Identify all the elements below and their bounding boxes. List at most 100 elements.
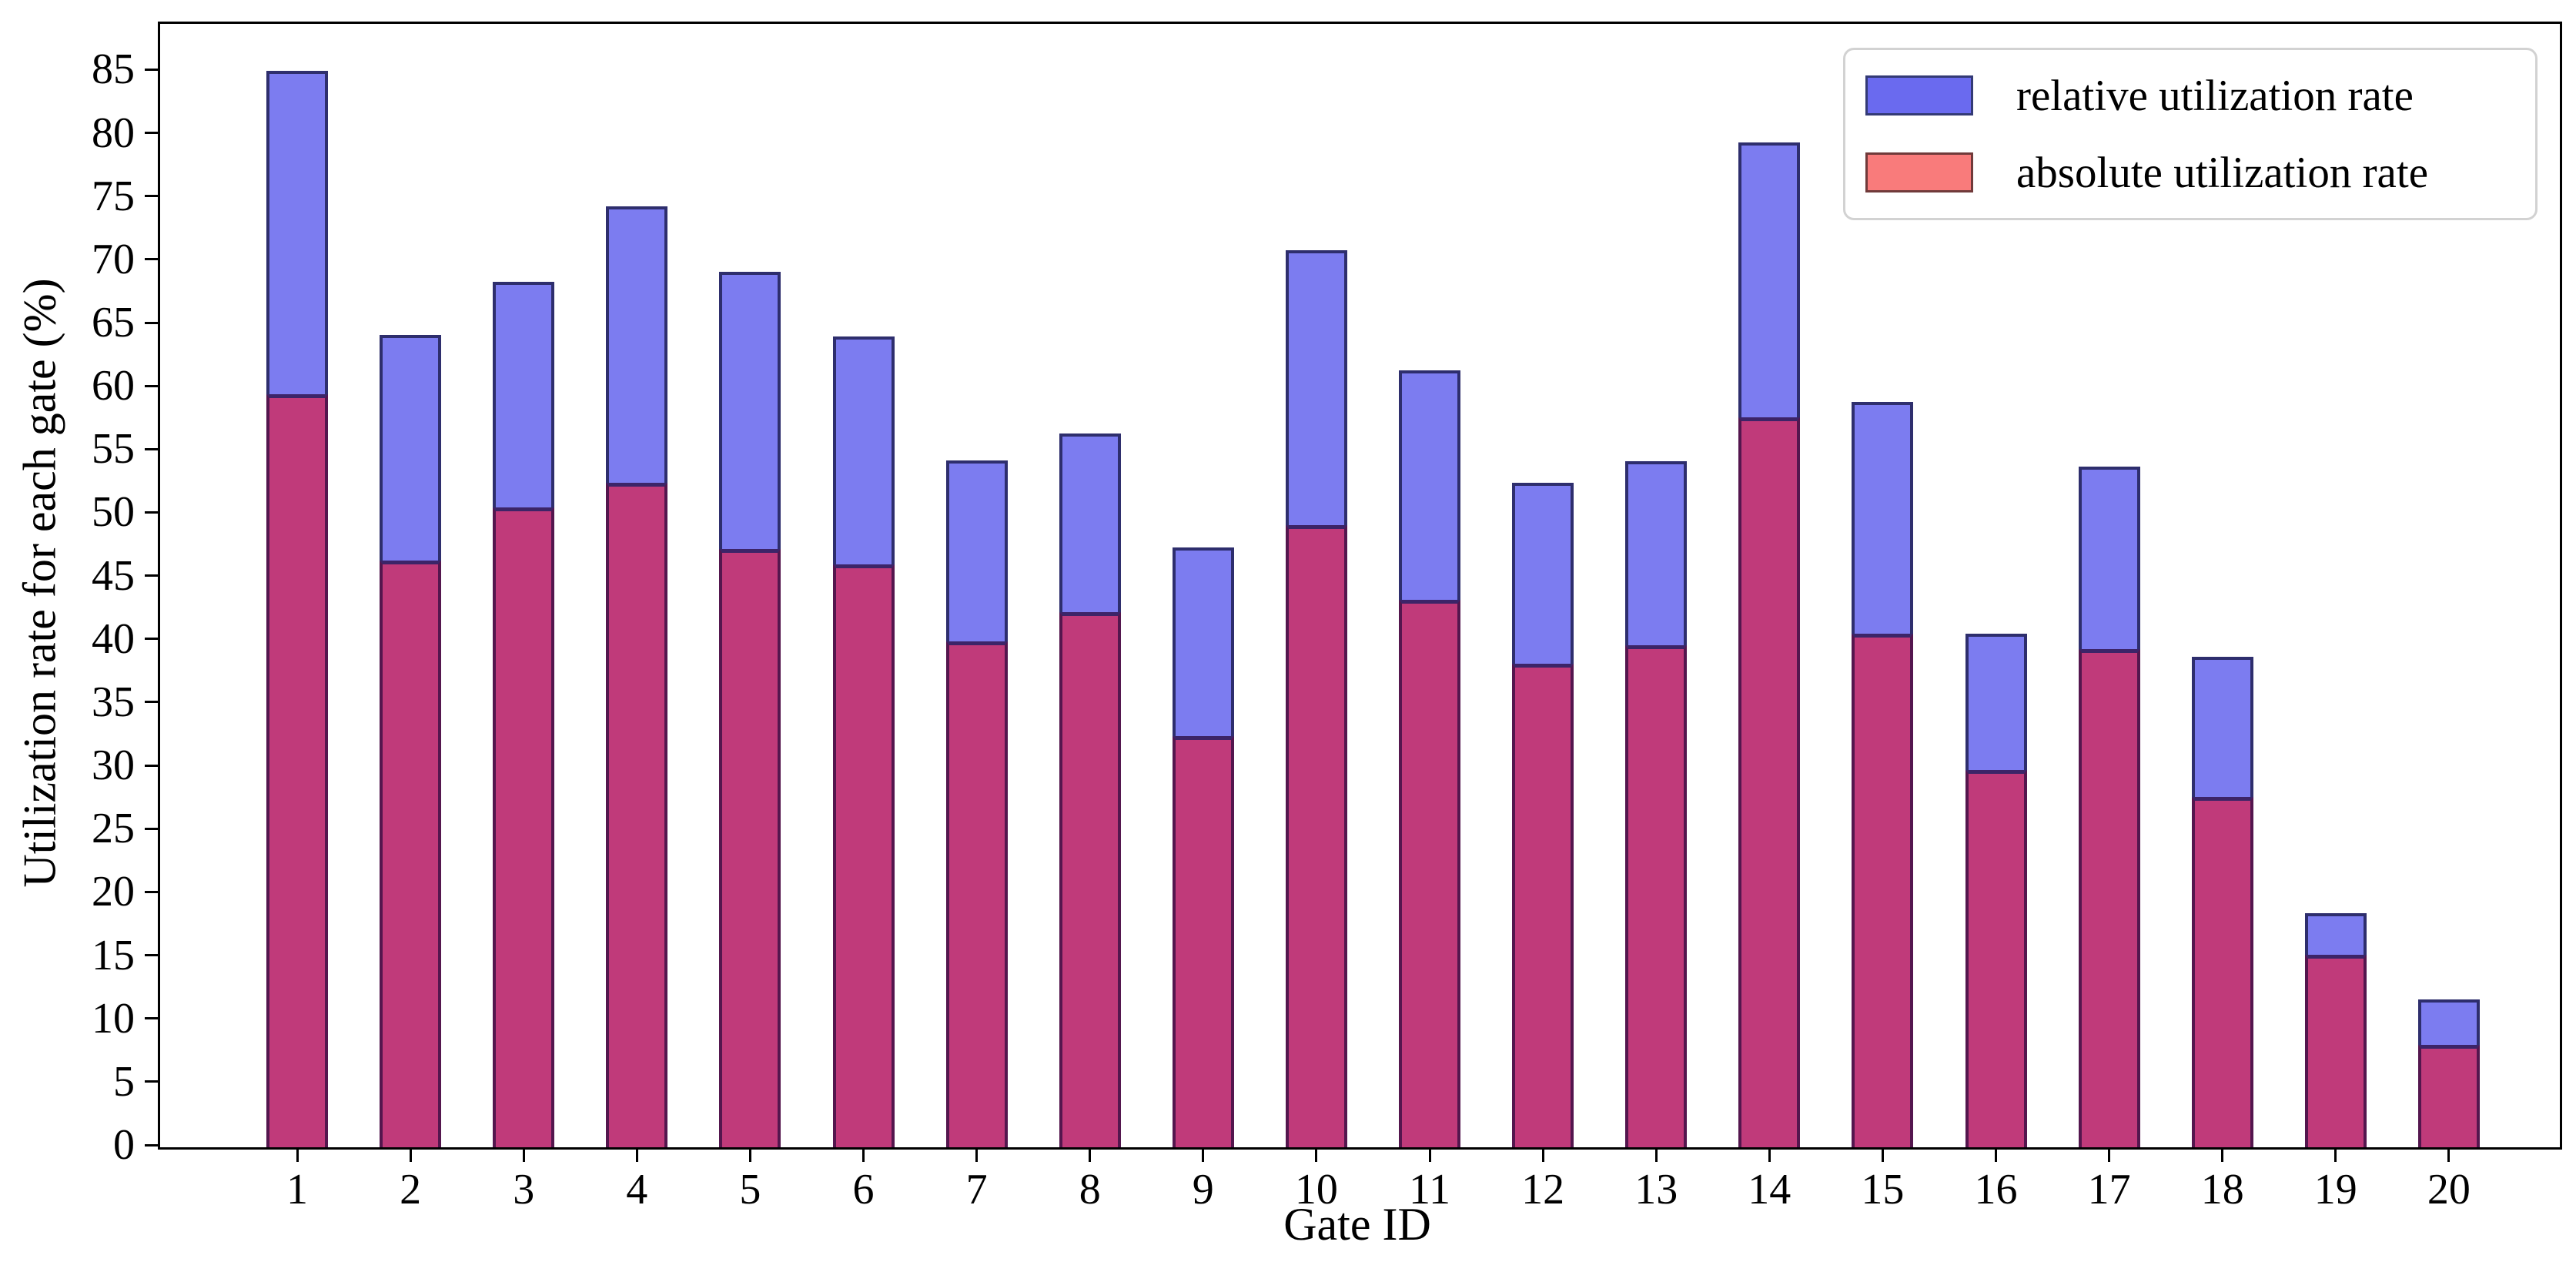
y-tick-label: 60 <box>92 362 135 410</box>
x-tick-label-gate-17: 17 <box>2087 1166 2131 1213</box>
y-tick-label: 5 <box>113 1057 135 1106</box>
y-tick-mark <box>145 954 158 957</box>
legend-row-absolute: absolute utilization rate <box>1845 134 2535 211</box>
bar-absolute-gate-4 <box>606 483 668 1147</box>
bar-absolute-gate-3 <box>493 507 555 1147</box>
x-tick-mark <box>748 1150 751 1162</box>
y-tick-mark <box>145 384 158 387</box>
bar-absolute-gate-19 <box>2304 955 2367 1147</box>
y-tick-label: 75 <box>92 172 135 220</box>
y-tick-label: 20 <box>92 868 135 916</box>
x-tick-mark <box>1995 1150 1997 1162</box>
y-tick-label: 25 <box>92 805 135 853</box>
bar-absolute-gate-17 <box>2078 648 2140 1147</box>
bar-group-gate-10 <box>1285 24 1347 1147</box>
bar-absolute-gate-14 <box>1738 417 1801 1147</box>
x-tick-label-gate-15: 15 <box>1861 1166 1905 1213</box>
x-tick-label-gate-3: 3 <box>513 1166 535 1213</box>
bar-group-gate-12 <box>1512 24 1574 1147</box>
bar-group-gate-14 <box>1738 24 1801 1147</box>
x-tick-label-gate-2: 2 <box>400 1166 422 1213</box>
x-tick-label-gate-20: 20 <box>2427 1166 2471 1213</box>
x-tick-label-gate-8: 8 <box>1079 1166 1101 1213</box>
legend-label-relative: relative utilization rate <box>2016 71 2414 120</box>
x-tick-mark <box>1541 1150 1544 1162</box>
y-tick-label: 15 <box>92 931 135 979</box>
bar-absolute-gate-16 <box>1965 770 2027 1147</box>
legend-swatch-absolute-icon <box>1865 152 1973 192</box>
x-tick-label-gate-5: 5 <box>739 1166 761 1213</box>
bar-absolute-gate-9 <box>1172 736 1234 1147</box>
y-tick-mark <box>145 827 158 830</box>
bar-group-gate-19 <box>2304 24 2367 1147</box>
y-tick-mark <box>145 68 158 71</box>
y-tick-mark <box>145 764 158 767</box>
x-tick-label-gate-16: 16 <box>1974 1166 2018 1213</box>
x-tick-mark <box>975 1150 979 1162</box>
y-tick-label: 0 <box>113 1121 135 1169</box>
bar-group-gate-13 <box>1625 24 1688 1147</box>
bar-absolute-gate-8 <box>1059 612 1121 1147</box>
bar-absolute-gate-11 <box>1399 599 1460 1147</box>
x-tick-label-gate-18: 18 <box>2200 1166 2244 1213</box>
bar-absolute-gate-20 <box>2417 1044 2480 1147</box>
y-tick-label: 70 <box>92 235 135 283</box>
bar-absolute-gate-1 <box>266 394 328 1147</box>
bar-absolute-gate-2 <box>380 560 442 1147</box>
bar-group-gate-15 <box>1852 24 1914 1147</box>
y-tick-mark <box>145 195 158 198</box>
x-tick-mark <box>1089 1150 1092 1162</box>
x-tick-label-gate-4: 4 <box>626 1166 648 1213</box>
x-tick-label-gate-12: 12 <box>1521 1166 1565 1213</box>
x-tick-mark <box>2334 1150 2337 1162</box>
bar-absolute-gate-6 <box>832 564 895 1147</box>
x-tick-label-gate-7: 7 <box>965 1166 988 1213</box>
bar-group-gate-20 <box>2417 24 2480 1147</box>
x-tick-mark <box>296 1150 299 1162</box>
bar-absolute-gate-13 <box>1625 644 1688 1147</box>
legend-row-relative: relative utilization rate <box>1845 57 2535 134</box>
x-tick-label-gate-10: 10 <box>1294 1166 1338 1213</box>
bar-group-gate-7 <box>945 24 1008 1147</box>
bar-group-gate-18 <box>2191 24 2253 1147</box>
bar-group-gate-5 <box>719 24 781 1147</box>
bar-group-gate-3 <box>493 24 555 1147</box>
y-tick-mark <box>145 638 158 641</box>
legend: relative utilization rate absolute utiliz… <box>1843 48 2538 220</box>
bar-absolute-gate-15 <box>1852 633 1914 1147</box>
bar-group-gate-1 <box>266 24 328 1147</box>
y-tick-mark <box>145 1017 158 1020</box>
x-tick-mark <box>2221 1150 2224 1162</box>
bar-group-gate-16 <box>1965 24 2027 1147</box>
bar-absolute-gate-7 <box>945 641 1008 1147</box>
x-tick-mark <box>1202 1150 1205 1162</box>
x-tick-mark <box>1428 1150 1431 1162</box>
x-tick-label-gate-19: 19 <box>2313 1166 2357 1213</box>
x-tick-mark <box>1768 1150 1771 1162</box>
x-axis-title: Gate ID <box>1283 1199 1431 1250</box>
y-tick-label: 85 <box>92 45 135 94</box>
bar-group-gate-6 <box>832 24 895 1147</box>
legend-label-absolute: absolute utilization rate <box>2016 148 2428 197</box>
bar-group-gate-8 <box>1059 24 1121 1147</box>
y-tick-label: 45 <box>92 551 135 600</box>
y-tick-mark <box>145 258 158 261</box>
y-tick-mark <box>145 574 158 577</box>
y-tick-mark <box>145 510 158 514</box>
y-tick-mark <box>145 890 158 893</box>
y-tick-mark <box>145 1080 158 1083</box>
bar-group-gate-9 <box>1172 24 1234 1147</box>
x-tick-mark <box>862 1150 865 1162</box>
y-tick-mark <box>145 701 158 704</box>
x-tick-label-gate-9: 9 <box>1192 1166 1214 1213</box>
x-tick-mark <box>1881 1150 1884 1162</box>
x-tick-mark <box>1654 1150 1658 1162</box>
x-tick-label-gate-11: 11 <box>1409 1166 1450 1213</box>
y-tick-mark <box>145 132 158 135</box>
bar-absolute-gate-18 <box>2191 796 2253 1147</box>
y-tick-mark <box>145 1143 158 1147</box>
x-tick-label-gate-14: 14 <box>1748 1166 1791 1213</box>
x-tick-mark <box>409 1150 412 1162</box>
x-tick-label-gate-6: 6 <box>852 1166 875 1213</box>
